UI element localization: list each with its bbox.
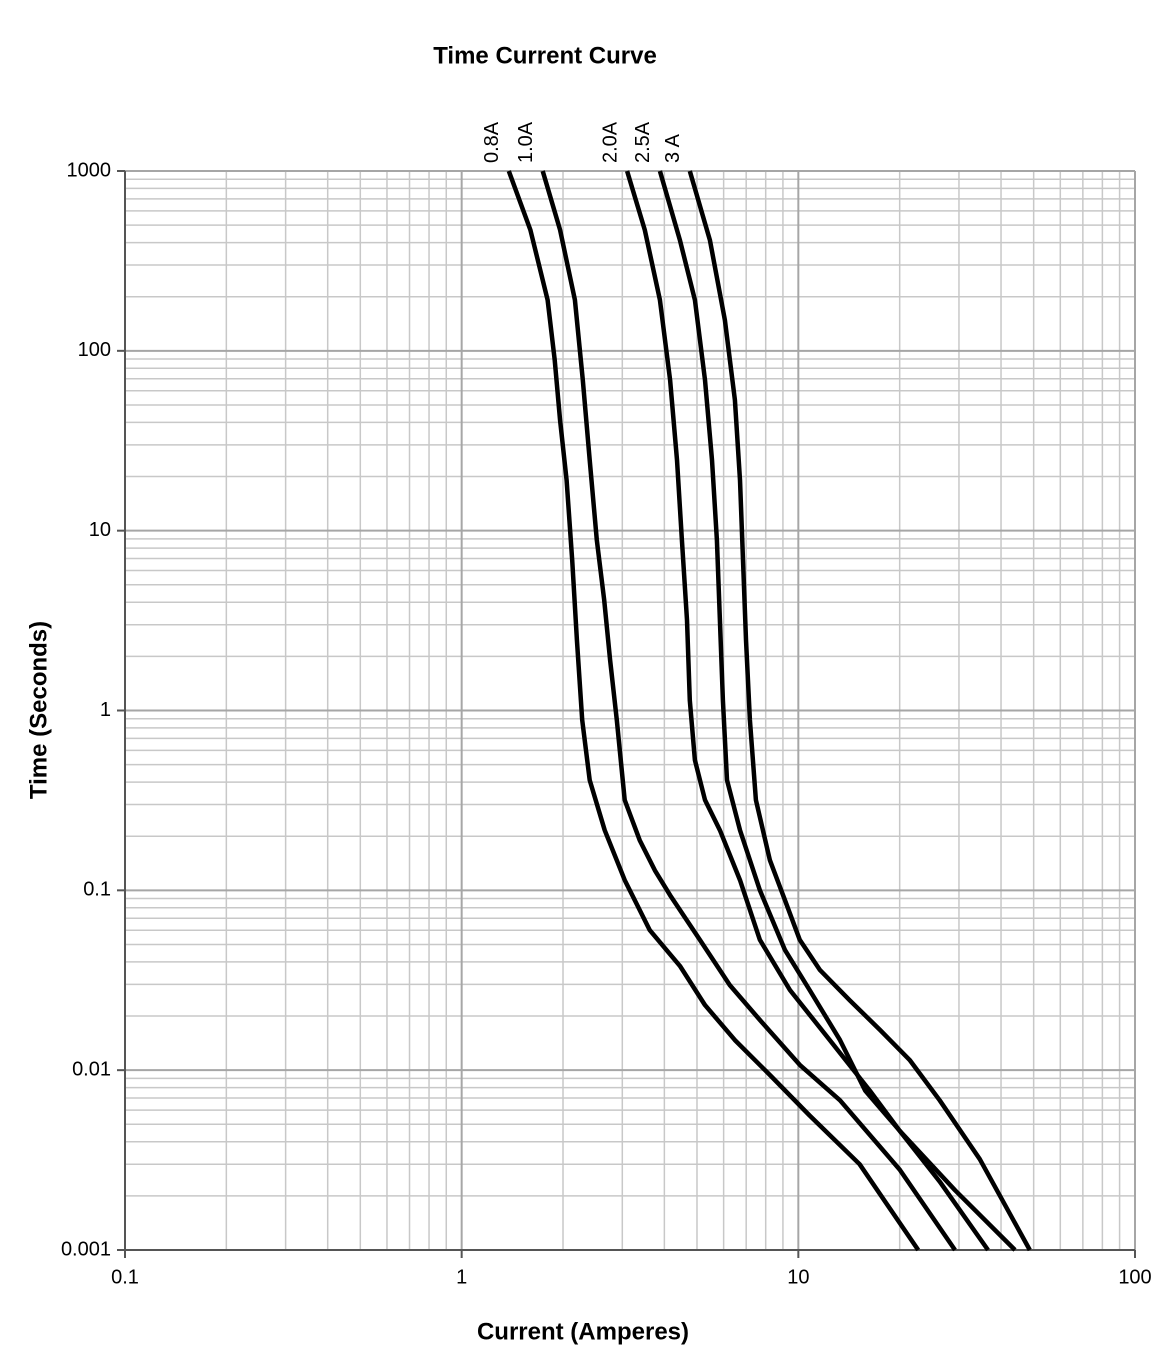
y-tick-label: 1 [100,699,111,721]
x-tick-label: 0.1 [111,1266,139,1288]
x-tick-label: 1 [456,1266,467,1288]
x-axis-label: Current (Amperes) [477,1318,689,1345]
series-line [624,170,990,1252]
y-tick-label: 10 [89,519,111,541]
y-tick-label: 0.001 [61,1238,111,1260]
series-label: 3 A [662,133,684,163]
chart-title: Time Current Curve [433,42,657,69]
y-tick-label: 0.01 [72,1058,111,1080]
y-tick-label: 100 [78,339,111,361]
series-label: 2.5A [632,121,654,163]
x-tick-label: 100 [1118,1266,1151,1288]
x-tick-label: 10 [787,1266,809,1288]
series-label: 0.8A [481,121,503,163]
y-tick-label: 0.1 [83,879,111,901]
series-line [657,170,1017,1252]
series-line [540,170,957,1252]
series-line [506,170,921,1252]
series-label: 2.0A [599,121,621,163]
series-line [687,170,1032,1252]
y-axis-label: Time (Seconds) [25,621,52,799]
series-label: 1.0A [515,121,537,163]
y-tick-label: 1000 [67,159,112,181]
